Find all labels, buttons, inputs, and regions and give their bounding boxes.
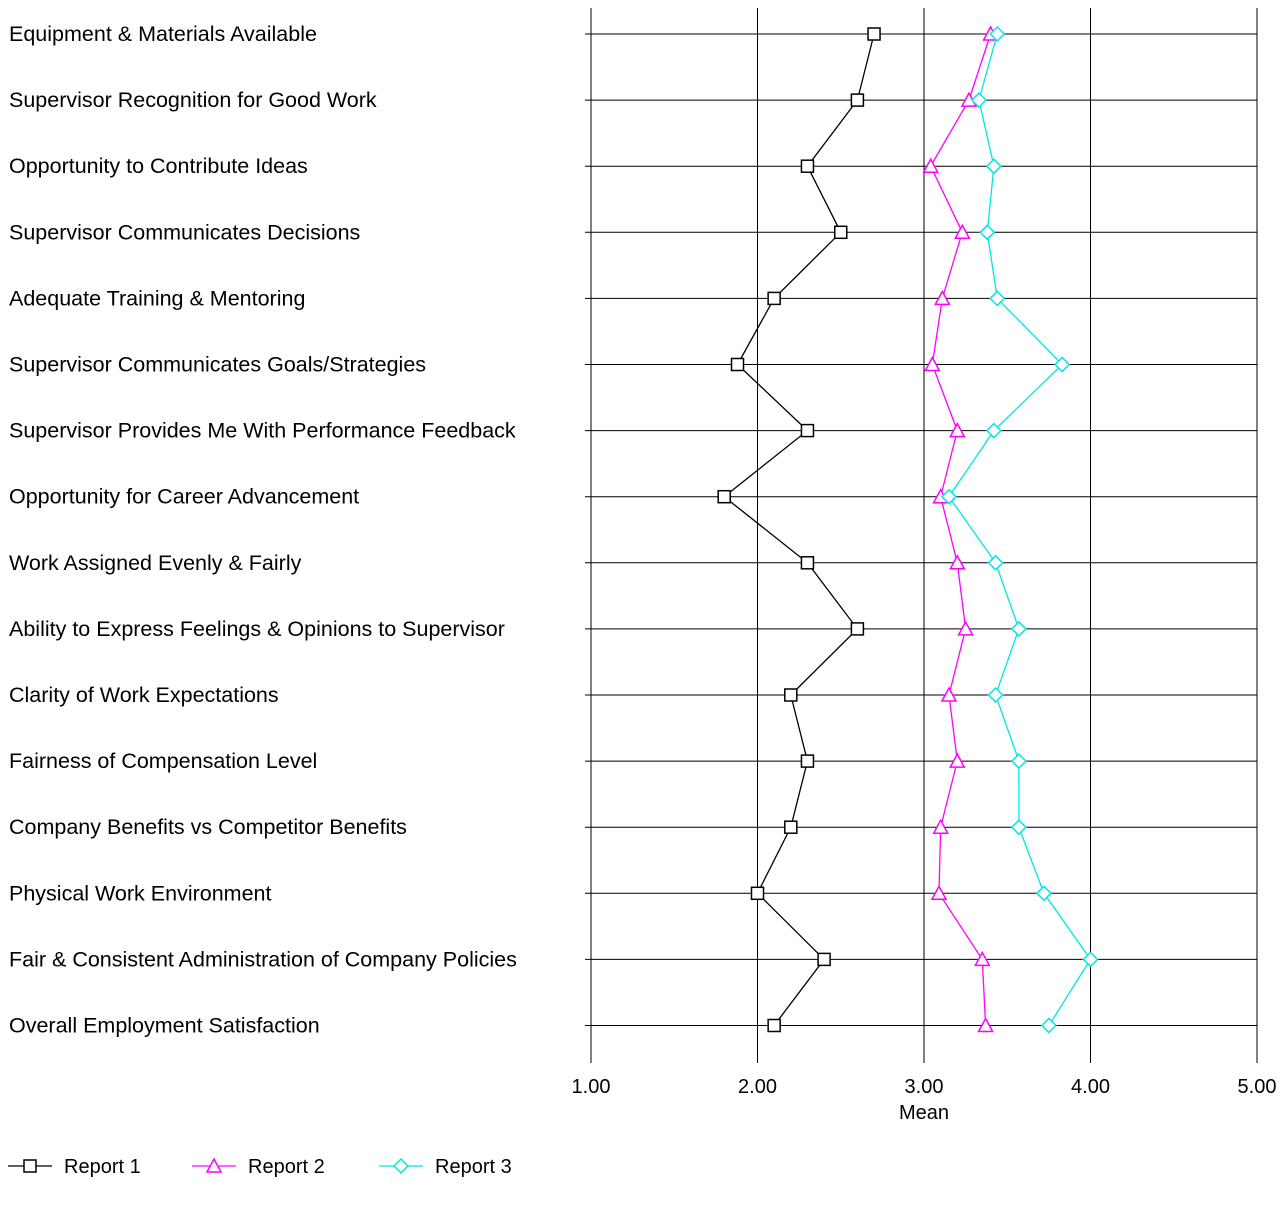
data-point: [949, 554, 966, 570]
series-line: [929, 33, 992, 1026]
legend-label: Report 3: [435, 1156, 512, 1178]
data-point: [949, 422, 966, 438]
category-label: Overall Employment Satisfaction: [9, 1014, 320, 1038]
x-tick-label: 2.00: [738, 1076, 777, 1098]
data-point: [1010, 753, 1027, 770]
data-point: [954, 223, 971, 240]
legend-item-2: Report 2: [192, 1156, 325, 1178]
category-label: Supervisor Provides Me With Performance …: [9, 419, 516, 443]
category-label: Supervisor Communicates Goals/Strategies: [9, 353, 426, 377]
x-axis-title: Mean: [899, 1102, 949, 1124]
data-point: [767, 1018, 781, 1033]
data-point: [767, 291, 781, 306]
data-point: [932, 818, 949, 834]
data-point: [1035, 885, 1052, 902]
data-point: [784, 820, 798, 834]
series-2: [922, 25, 999, 1033]
data-point: [817, 952, 831, 967]
category-labels: Equipment & Materials Available Superviso…: [9, 22, 517, 1038]
data-point: [1010, 620, 1027, 637]
category-label: Supervisor Communicates Decisions: [9, 220, 360, 244]
data-point: [717, 489, 731, 504]
data-point: [1054, 356, 1071, 373]
data-point: [930, 884, 948, 901]
data-point: [987, 554, 1004, 571]
legend: Report 1 Report 2 Report 3: [8, 1156, 512, 1178]
category-label: Fair & Consistent Administration of Comp…: [9, 947, 517, 971]
x-tick-label: 4.00: [1071, 1076, 1110, 1098]
data-point: [800, 556, 815, 570]
category-label: Clarity of Work Expectations: [9, 683, 279, 707]
data-point: [834, 225, 848, 240]
data-point: [940, 686, 958, 702]
legend-label: Report 1: [64, 1156, 141, 1178]
legend-marker: [392, 1157, 410, 1175]
category-label: Fairness of Compensation Level: [9, 749, 317, 773]
x-tick-label: 5.00: [1238, 1076, 1277, 1098]
data-point: [730, 357, 745, 372]
legend-label: Report 2: [248, 1156, 325, 1178]
data-point: [800, 423, 815, 438]
data-point: [1082, 951, 1099, 968]
series-line: [723, 33, 875, 1026]
series-1: [717, 27, 881, 1033]
data-point: [985, 422, 1002, 439]
legend-marker: [205, 1157, 223, 1173]
category-label: Ability to Express Feelings & Opinions t…: [9, 617, 505, 641]
category-label: Equipment & Materials Available: [9, 22, 317, 46]
data-point: [970, 92, 988, 109]
data-point: [800, 754, 815, 768]
data-point: [850, 93, 865, 107]
data-point: [750, 886, 765, 901]
data-point: [977, 1016, 994, 1033]
data-point: [924, 355, 941, 372]
data-point: [987, 686, 1004, 704]
category-label: Supervisor Recognition for Good Work: [9, 88, 377, 112]
data-point: [867, 27, 881, 41]
data-point: [1040, 1017, 1057, 1034]
category-label: Opportunity to Contribute Ideas: [9, 154, 308, 178]
category-label: Adequate Training & Mentoring: [9, 286, 305, 310]
x-axis: 1.00 2.00 3.00 4.00 5.00 Mean: [572, 1076, 1277, 1124]
series-group: [717, 25, 1099, 1034]
data-point: [850, 622, 865, 636]
data-point: [800, 159, 815, 173]
grid: [585, 8, 1258, 1063]
category-label: Physical Work Environment: [9, 881, 271, 905]
legend-item-3: Report 3: [379, 1156, 512, 1178]
legend-item-1: Report 1: [8, 1156, 141, 1178]
data-point: [949, 752, 966, 768]
series-line: [948, 33, 1092, 1026]
data-point: [922, 157, 939, 173]
data-point: [989, 25, 1006, 43]
data-point: [934, 289, 951, 306]
data-point: [974, 950, 991, 967]
data-point: [979, 224, 996, 241]
data-point: [940, 488, 958, 505]
legend-marker: [23, 1159, 37, 1173]
category-label: Work Assigned Evenly & Fairly: [9, 551, 302, 575]
data-point: [1010, 819, 1027, 836]
x-tick-label: 3.00: [905, 1076, 944, 1098]
data-point: [985, 158, 1002, 175]
data-point: [989, 290, 1006, 307]
data-point: [784, 688, 798, 702]
data-point: [957, 620, 974, 636]
series-3: [940, 25, 1099, 1034]
category-label: Opportunity for Career Advancement: [9, 485, 359, 509]
category-label: Company Benefits vs Competitor Benefits: [9, 815, 407, 839]
x-tick-label: 1.00: [572, 1076, 611, 1098]
